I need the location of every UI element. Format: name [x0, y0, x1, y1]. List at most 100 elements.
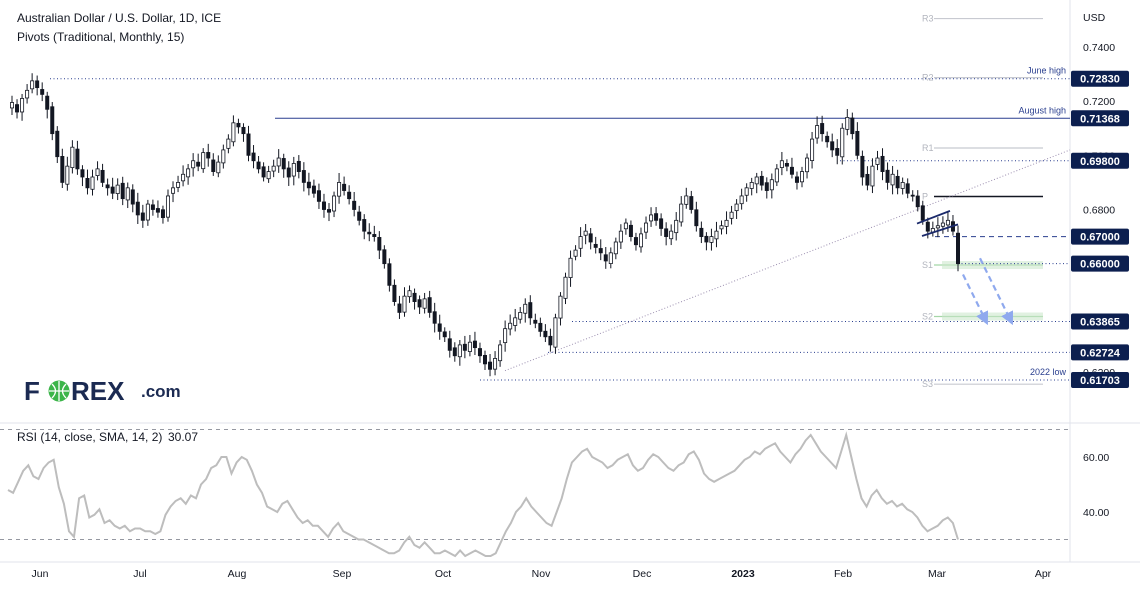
time-tick-label: Jul	[133, 568, 146, 580]
price-badge-label: 0.69800	[1080, 156, 1120, 168]
candle-body	[357, 211, 362, 221]
candle-body	[35, 80, 40, 89]
candle-body	[644, 222, 649, 233]
candle-body	[553, 317, 558, 348]
candle-body	[910, 194, 915, 197]
candle-body	[452, 347, 457, 357]
candle-body	[477, 348, 482, 357]
level-annotation-june-high: June high	[1027, 66, 1066, 76]
candle-body	[623, 222, 628, 230]
candle-body	[744, 187, 749, 196]
drawings	[916, 210, 1014, 326]
candle-body	[246, 133, 251, 156]
level-annotation-august-high: August high	[1018, 105, 1066, 115]
candle-body	[649, 214, 654, 222]
candle-body	[145, 203, 150, 221]
candle-body	[120, 182, 125, 200]
candle-body	[286, 167, 291, 178]
pivot-label-s2: S2	[922, 311, 933, 321]
candle-body	[709, 236, 714, 243]
candle-body	[885, 169, 890, 183]
candle-body	[498, 344, 503, 362]
candle-body	[830, 141, 835, 151]
candle-body	[110, 186, 115, 194]
candle-body	[769, 179, 774, 191]
currency-label: USD	[1083, 12, 1106, 24]
candle-body	[593, 243, 598, 248]
candle-body	[845, 117, 850, 130]
channel-lower-line	[921, 223, 959, 237]
candle-body	[251, 152, 256, 162]
candle-body	[427, 297, 432, 313]
candle-body	[296, 160, 301, 172]
candle-body	[392, 284, 397, 302]
price-badge-label: 0.61703	[1080, 375, 1120, 387]
time-tick-label: Feb	[834, 568, 852, 580]
level-annotation-2022-low: 2022 low	[1030, 367, 1067, 377]
candle-body	[628, 224, 633, 237]
channel-upper-line	[916, 210, 951, 225]
candle-body	[538, 322, 543, 332]
candle-body	[266, 171, 271, 180]
candle-body	[679, 203, 684, 223]
candle-body	[699, 227, 704, 237]
projection-arrow-1	[962, 274, 989, 326]
candle-body	[85, 178, 90, 189]
candle-body	[221, 149, 226, 164]
candle-body	[347, 191, 352, 200]
candle-body	[729, 211, 734, 219]
candle-body	[608, 252, 613, 264]
candle-body	[442, 331, 447, 338]
candle-body	[825, 135, 830, 143]
candle-body	[563, 276, 568, 299]
candle-body	[186, 168, 191, 178]
candle-body	[613, 241, 618, 255]
candle-body	[140, 212, 145, 221]
candle-body	[633, 237, 638, 246]
candle-body	[719, 225, 724, 230]
candle-body	[311, 185, 316, 194]
candle-body	[573, 249, 578, 257]
candle-body	[231, 122, 236, 143]
time-axis: Jun Jul Aug Sep Oct Nov Dec 2023 Feb Mar Apr	[32, 568, 1052, 580]
candlestick-series	[9, 73, 961, 377]
candle-body	[905, 183, 910, 194]
candle-body	[669, 230, 674, 240]
candle-body	[548, 335, 553, 346]
candle-body	[80, 169, 85, 178]
pivot-label-r3: R3	[922, 14, 934, 24]
candle-body	[236, 122, 241, 128]
candle-body	[523, 303, 528, 314]
candle-body	[256, 161, 261, 170]
candle-body	[15, 104, 20, 113]
candle-body	[684, 195, 689, 205]
candle-body	[45, 95, 50, 110]
candle-body	[739, 195, 744, 205]
long-trendline	[504, 149, 1071, 372]
candle-body	[75, 148, 80, 170]
candle-body	[850, 117, 855, 135]
candle-body	[321, 201, 326, 210]
candle-body	[754, 176, 759, 185]
candle-body	[55, 130, 60, 158]
logo-text-left: F	[24, 376, 40, 406]
candle-body	[447, 338, 452, 351]
candle-body	[276, 157, 281, 167]
candle-body	[880, 155, 885, 172]
candle-body	[301, 170, 306, 183]
candle-body	[216, 161, 221, 174]
candle-body	[779, 160, 784, 168]
candle-body	[387, 263, 392, 286]
candle-body	[342, 183, 347, 191]
logo-suffix: .com	[141, 382, 181, 401]
candle-body	[855, 130, 860, 156]
rsi-tick-label: 60.00	[1083, 452, 1109, 464]
time-tick-label: Dec	[633, 568, 652, 580]
logo-text-right: REX	[71, 376, 125, 406]
forex-logo: F REX .com	[24, 376, 181, 406]
pivot-zone-s1	[942, 261, 1043, 270]
candle-body	[513, 317, 518, 326]
price-badge-label: 0.62724	[1080, 347, 1121, 359]
candle-body	[377, 237, 382, 251]
candle-body	[915, 195, 920, 208]
